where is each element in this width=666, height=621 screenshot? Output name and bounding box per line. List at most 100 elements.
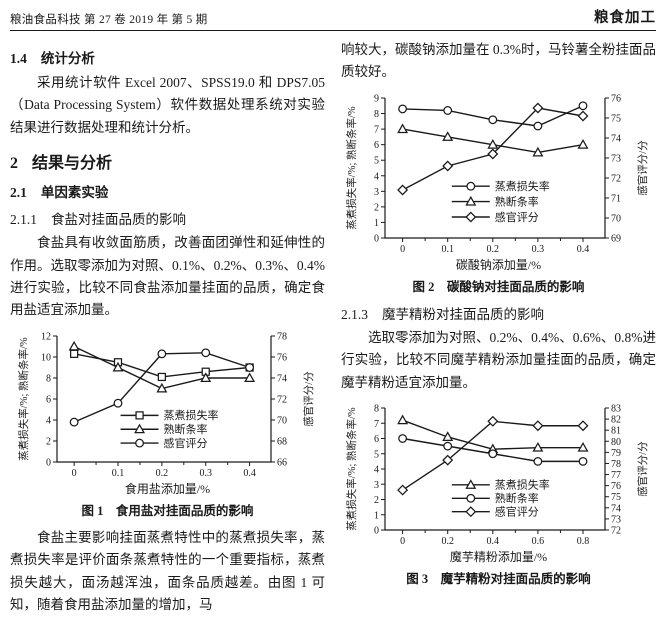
- section-title: 统计分析: [40, 51, 95, 66]
- section-number: 2.1: [10, 185, 27, 201]
- svg-text:0.4: 0.4: [576, 244, 589, 255]
- svg-text:0: 0: [400, 244, 405, 255]
- svg-text:9: 9: [374, 93, 379, 104]
- svg-text:蒸煮损失率/%; 熟断条率/%: 蒸煮损失率/%; 熟断条率/%: [345, 407, 358, 531]
- svg-text:7: 7: [374, 419, 379, 430]
- journal-issue-info: 粮油食品科技 第 27 卷 2019 年 第 5 期: [10, 14, 208, 26]
- figure-3-caption: 图 3 魔芋精粉对挂面品质的影响: [406, 572, 591, 587]
- svg-text:70: 70: [611, 213, 621, 224]
- svg-text:12: 12: [41, 331, 51, 342]
- section-heading-1-4: 1.4 统计分析: [10, 47, 325, 67]
- svg-text:0: 0: [71, 468, 76, 479]
- svg-text:0.6: 0.6: [531, 536, 544, 547]
- section-banner: 粮食加工: [594, 10, 656, 26]
- section-title: 食盐对挂面品质的影响: [51, 212, 186, 228]
- svg-text:75: 75: [611, 492, 621, 503]
- svg-text:感官评分/分: 感官评分/分: [636, 140, 649, 196]
- svg-text:感官评分: 感官评分: [163, 436, 207, 450]
- svg-text:0: 0: [374, 233, 379, 244]
- svg-text:76: 76: [277, 352, 287, 363]
- svg-text:74: 74: [277, 373, 287, 384]
- section-title: 结果与分析: [32, 155, 113, 173]
- svg-text:蒸煮损失率: 蒸煮损失率: [163, 408, 218, 422]
- page-header: 粮油食品科技 第 27 卷 2019 年 第 5 期 粮食加工: [10, 6, 656, 31]
- svg-text:0.1: 0.1: [441, 244, 454, 255]
- svg-text:8: 8: [374, 109, 379, 120]
- section-heading-2-1-3: 2.1.3 魔芋精粉对挂面品质的影响: [341, 303, 656, 323]
- svg-text:0.3: 0.3: [531, 244, 544, 255]
- two-column-layout: 1.4 统计分析 采用统计软件 Excel 2007、SPSS19.0 和 DPS…: [10, 39, 656, 620]
- figure-1: 0 2 4 6 8 10 12 66 68 70 72 74 76 78 0 0.1 0.2 0.3 0.4 蒸煮损失…: [10, 328, 325, 519]
- svg-text:4: 4: [374, 465, 379, 476]
- svg-text:72: 72: [611, 526, 621, 537]
- section-title: 单因素实验: [40, 185, 109, 201]
- section-heading-2: 2 结果与分析: [10, 149, 325, 173]
- svg-text:蒸煮损失率: 蒸煮损失率: [494, 179, 549, 193]
- svg-text:蒸煮损失率: 蒸煮损失率: [494, 478, 549, 492]
- figure-2-chart: 0 1 2 3 4 5 6 7 8 9 69 70 71 72 73 74 75 76 0 0.1 0.2 0.3 0.4 蒸…: [345, 93, 649, 255]
- svg-text:熟断条率: 熟断条率: [163, 422, 207, 436]
- svg-text:0.2: 0.2: [441, 536, 454, 547]
- svg-text:8: 8: [374, 404, 379, 415]
- figure-2-xaxis-label: 碳酸钠添加量/%: [455, 257, 542, 272]
- figure-1-xaxis-label: 食用盐添加量/%: [124, 481, 211, 496]
- figure-3-xaxis-label: 魔芋精粉添加量/%: [449, 550, 548, 565]
- section-number: 2: [10, 155, 18, 173]
- svg-text:0: 0: [400, 536, 405, 547]
- svg-text:0.4: 0.4: [243, 468, 256, 479]
- svg-text:66: 66: [277, 457, 287, 468]
- figure-1-caption: 图 1 食用盐对挂面品质的影响: [81, 503, 254, 518]
- svg-text:77: 77: [611, 470, 621, 481]
- svg-text:76: 76: [611, 481, 621, 492]
- svg-text:6: 6: [374, 140, 379, 151]
- paragraph-salt-result: 食盐主要影响挂面蒸煮特性中的蒸煮损失率，蒸煮损失率是评价面条蒸煮特性的一个重要指…: [10, 529, 325, 613]
- svg-text:74: 74: [611, 133, 621, 144]
- svg-text:73: 73: [611, 514, 621, 525]
- svg-text:82: 82: [611, 415, 621, 426]
- svg-text:感官评分: 感官评分: [494, 505, 538, 519]
- section-number: 1.4: [10, 51, 27, 66]
- svg-text:81: 81: [611, 426, 621, 437]
- svg-text:8: 8: [46, 373, 51, 384]
- svg-text:79: 79: [611, 448, 621, 459]
- svg-text:0.4: 0.4: [486, 536, 499, 547]
- svg-text:7: 7: [374, 124, 379, 135]
- svg-text:74: 74: [611, 503, 621, 514]
- section-title: 魔芋精粉对挂面品质的影响: [382, 306, 544, 322]
- figure-2-caption: 图 2 碳酸钠对挂面品质的影响: [412, 279, 585, 294]
- svg-text:80: 80: [611, 437, 621, 448]
- svg-text:68: 68: [277, 436, 287, 447]
- section-heading-2-1-1: 2.1.1 食盐对挂面品质的影响: [10, 208, 325, 228]
- svg-text:83: 83: [611, 404, 621, 415]
- section-number: 2.1.1: [10, 212, 37, 228]
- svg-text:3: 3: [374, 480, 379, 491]
- svg-text:0.2: 0.2: [155, 468, 168, 479]
- svg-text:2: 2: [374, 202, 379, 213]
- paragraph-statistics: 采用统计软件 Excel 2007、SPSS19.0 和 DPS7.05（Dat…: [10, 75, 325, 135]
- svg-text:0.2: 0.2: [486, 244, 499, 255]
- svg-text:蒸煮损失率/%; 熟断条率/%: 蒸煮损失率/%; 熟断条率/%: [17, 337, 30, 461]
- svg-text:5: 5: [374, 449, 379, 460]
- section-number: 2.1.3: [341, 306, 368, 322]
- svg-text:75: 75: [611, 113, 621, 124]
- svg-text:69: 69: [611, 233, 621, 244]
- svg-text:70: 70: [277, 415, 287, 426]
- svg-text:0: 0: [374, 526, 379, 537]
- svg-text:感官评分/分: 感官评分/分: [302, 371, 315, 427]
- svg-text:感官评分: 感官评分: [494, 210, 538, 224]
- paragraph-konjac-intro: 选取零添加为对照、0.2%、0.4%、0.6%、0.8%进行实验，比较不同魔芋精…: [341, 329, 656, 390]
- svg-text:1: 1: [374, 218, 379, 229]
- svg-text:10: 10: [41, 352, 51, 363]
- section-heading-2-1: 2.1 单因素实验: [10, 181, 325, 201]
- left-column: 1.4 统计分析 采用统计软件 Excel 2007、SPSS19.0 和 DPS…: [10, 39, 325, 620]
- svg-text:3: 3: [374, 187, 379, 198]
- svg-text:4: 4: [46, 415, 51, 426]
- svg-text:71: 71: [611, 193, 621, 204]
- figure-2: 0 1 2 3 4 5 6 7 8 9 69 70 71 72 73 74 75 76 0 0.1 0.2 0.3 0.4 蒸…: [341, 90, 656, 295]
- svg-text:1: 1: [374, 510, 379, 521]
- svg-text:0.8: 0.8: [576, 536, 589, 547]
- svg-text:72: 72: [611, 173, 621, 184]
